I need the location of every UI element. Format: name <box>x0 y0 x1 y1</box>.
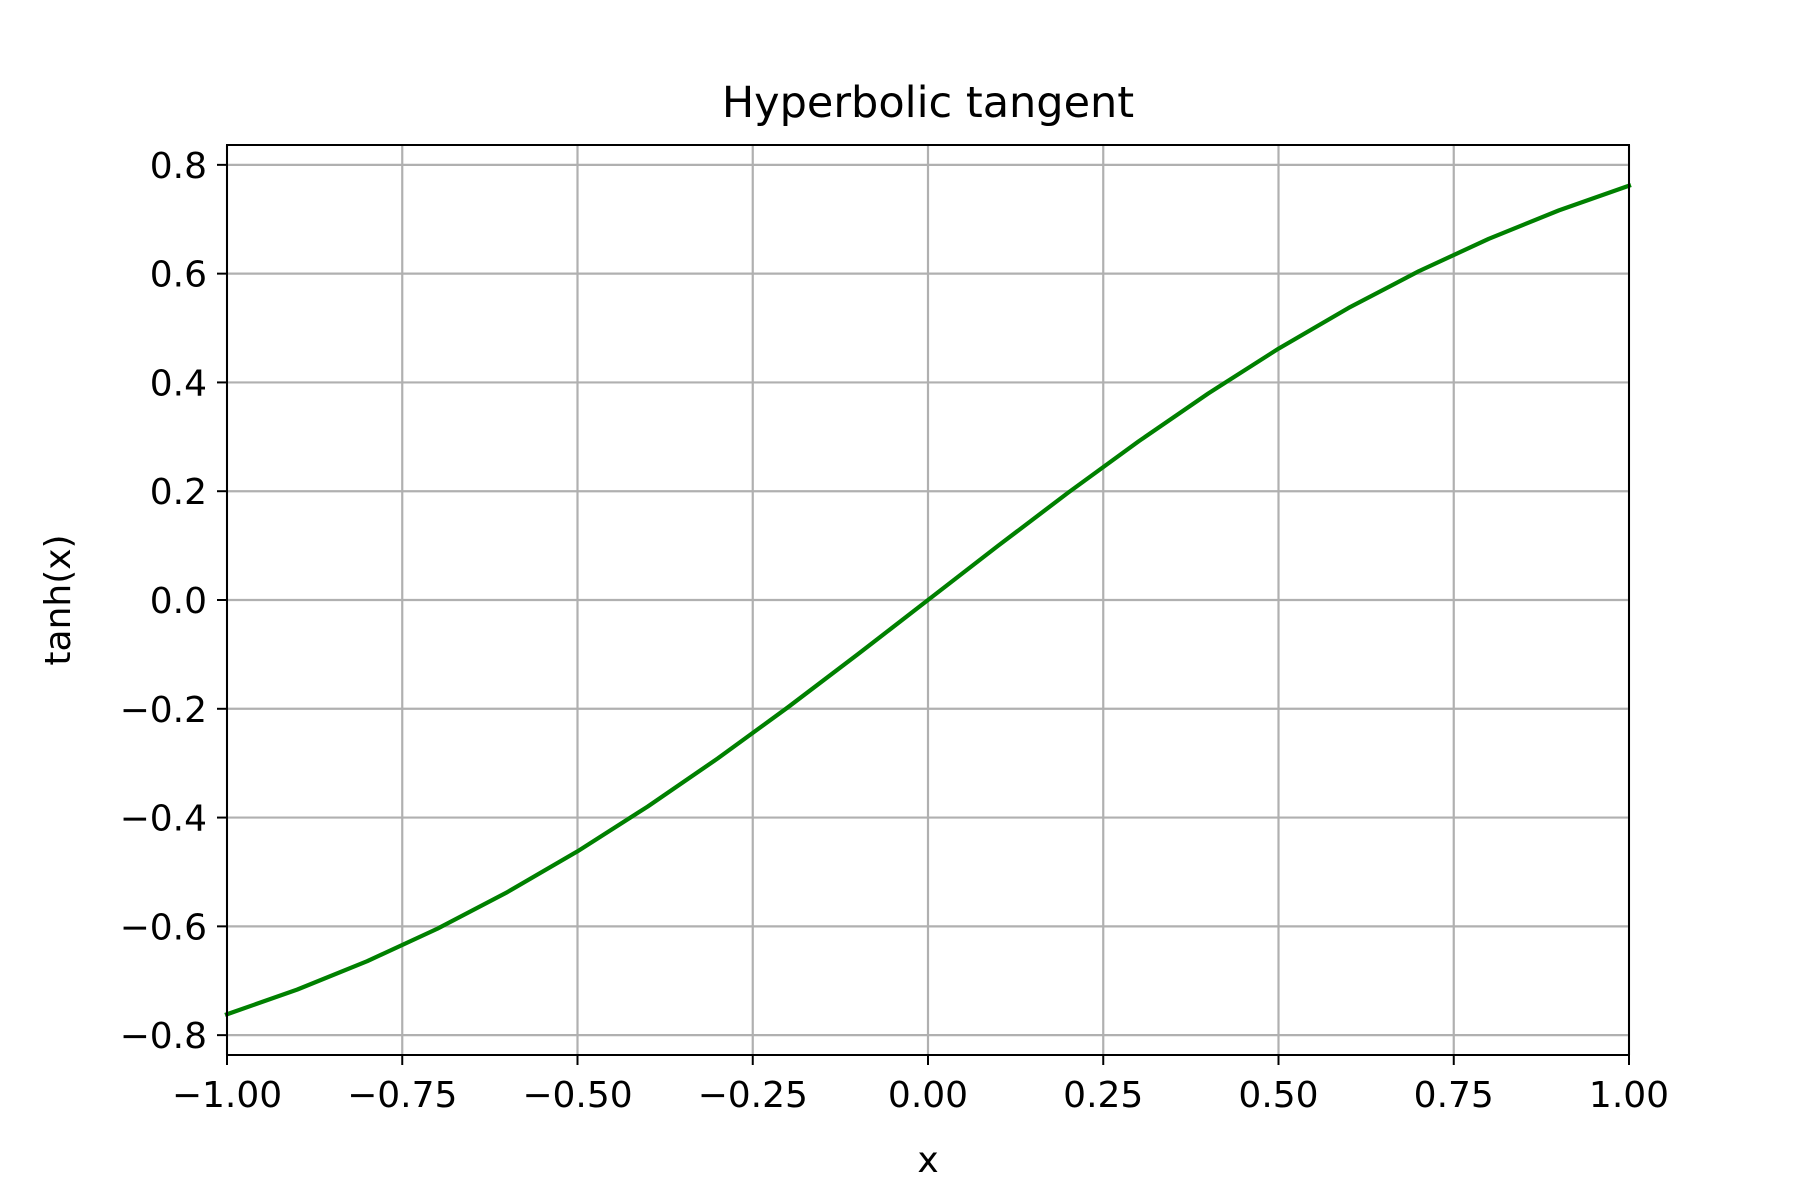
y-tick-label: 0.2 <box>150 472 207 513</box>
chart-title: Hyperbolic tangent <box>722 78 1134 128</box>
x-tick-label: 0.50 <box>1238 1075 1318 1116</box>
y-tick-label: −0.4 <box>120 799 207 840</box>
y-tick-label: −0.2 <box>120 690 207 731</box>
y-axis-label: tanh(x) <box>38 534 79 665</box>
x-axis-label: x <box>917 1140 938 1181</box>
series-line <box>224 183 1632 1017</box>
y-tick-label: 0.6 <box>150 255 207 296</box>
y-tick-label: −0.8 <box>120 1016 207 1057</box>
y-tick-label: 0.8 <box>150 146 207 187</box>
x-tick-label: 0.25 <box>1063 1075 1143 1116</box>
y-axis: −0.8 −0.6 −0.4 −0.2 0.0 0.2 0.4 0.6 0.8 <box>120 146 227 1057</box>
y-tick-label: 0.4 <box>150 363 207 404</box>
y-tick-label: 0.0 <box>150 581 207 622</box>
series-layer <box>224 183 1632 1017</box>
x-tick-label: 0.75 <box>1414 1075 1494 1116</box>
x-tick-label: 0.00 <box>888 1075 968 1116</box>
x-tick-label: −0.75 <box>347 1075 457 1116</box>
x-tick-label: 1.00 <box>1589 1075 1669 1116</box>
x-axis: −1.00 −0.75 −0.50 −0.25 0.00 0.25 0.50 0.75 1.00 <box>172 1055 1669 1116</box>
x-tick-label: −0.50 <box>522 1075 632 1116</box>
x-tick-label: −1.00 <box>172 1075 282 1116</box>
y-tick-label: −0.6 <box>120 907 207 948</box>
x-tick-label: −0.25 <box>698 1075 808 1116</box>
